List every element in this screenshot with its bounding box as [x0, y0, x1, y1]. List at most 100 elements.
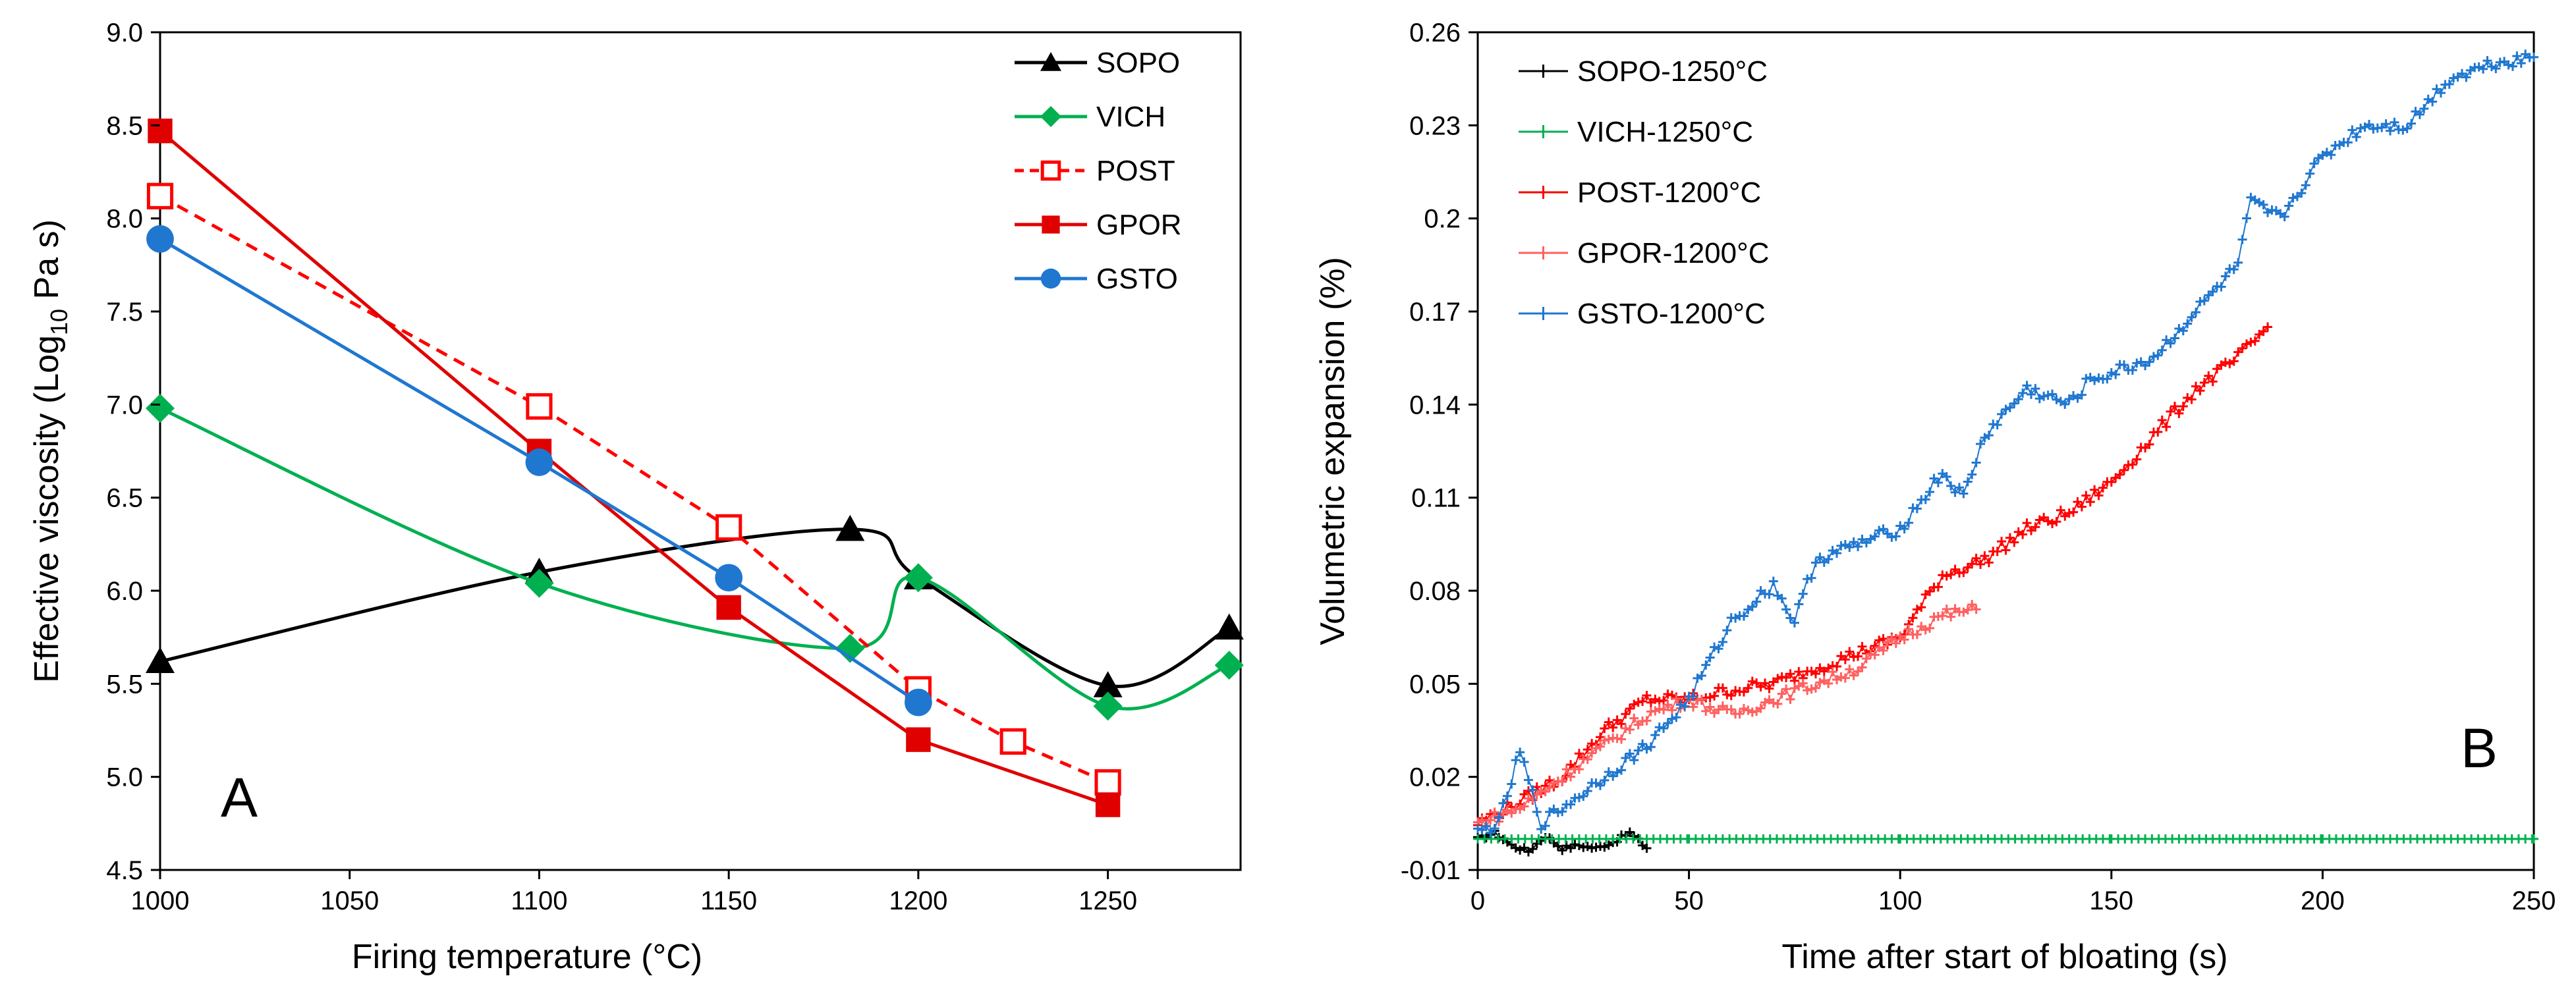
chart-panel-b: 0 50 100 150 200 250 -0.01 0.02 0.05 0.08 0.11 0.1…	[1314, 18, 2556, 976]
point-post-1200-c-55	[1705, 693, 1715, 703]
point-gpor-1200-c-28	[1591, 744, 1601, 753]
point-post-1200-c-174	[2208, 377, 2218, 387]
point-gpor-1200-c-72	[1777, 689, 1787, 699]
point-gsto-1200-c-77	[1798, 589, 1808, 599]
point-gsto-1200-c-238	[2478, 64, 2488, 74]
point-gsto-1200-c-51	[1689, 691, 1698, 701]
point-gsto-1200-c-226	[2428, 97, 2438, 107]
series-line-post	[159, 194, 1109, 784]
point-gsto-1150	[715, 564, 743, 592]
point-gpor-1200-c-87	[1840, 673, 1850, 683]
point-gsto-1200-c-31	[1604, 767, 1613, 777]
point-gsto-1200-c-197	[2305, 169, 2315, 178]
point-gpor-1200-c-34	[1617, 734, 1627, 744]
point-gpor-1200-c-20	[1557, 776, 1567, 786]
point-gsto-1200-c-6	[1498, 798, 1508, 808]
point-gsto-1200-c-166	[2174, 323, 2184, 333]
point-gpor-1200-c-40	[1642, 716, 1652, 726]
point-gsto-1200-c-134	[2039, 391, 2049, 401]
point-sopo-1250-c-13	[1528, 844, 1538, 854]
point-post-1200-c-152	[2115, 470, 2125, 479]
point-post-1200-c-165	[2170, 402, 2179, 412]
point-gsto-1200-c-215	[2381, 119, 2391, 129]
point-gsto-1200-c-143	[2077, 390, 2086, 400]
point-gsto-1200-c-151	[2111, 369, 2121, 379]
x-tick-label-150: 150	[2089, 886, 2133, 915]
plot-area-a	[159, 31, 1242, 871]
legend-marker-vich-1250-c	[1536, 125, 1550, 138]
point-gsto-1200-c-69	[1764, 589, 1774, 599]
point-gpor-1200-c-42	[1650, 706, 1660, 716]
series-line-sopo	[159, 528, 1230, 688]
series-gpor-1200-c	[1473, 599, 1981, 831]
point-gsto-1200-c-86	[1836, 541, 1846, 551]
point-gsto-1200-c-13	[1528, 785, 1538, 795]
point-gsto-1200-c-20	[1557, 807, 1567, 817]
point-post-1200-c-159	[2144, 439, 2154, 449]
point-gsto-1200-c-4	[1490, 824, 1499, 834]
point-post-1200-c-182	[2241, 339, 2251, 349]
point-gsto-1200-c-74	[1785, 613, 1795, 623]
point-gpor-1200-c-4	[1490, 807, 1499, 817]
point-gpor-1200-c-37	[1629, 713, 1639, 723]
point-post-1200-c-39	[1638, 696, 1648, 706]
point-post-1225	[999, 728, 1026, 755]
point-gsto-1200-c-25	[1579, 792, 1588, 801]
point-gsto-1200-c-40	[1642, 744, 1652, 754]
point-post-1200-c-90	[1853, 651, 1863, 661]
point-gsto-1200-c-101	[1899, 524, 1909, 534]
y-tick-labels-a: 4.5 5.0 5.5 6.0 6.5 7.0 7.5 8.0 8.5 9.0	[106, 18, 160, 885]
point-post-1200-c-120	[1980, 551, 1990, 561]
point-gsto-1200-c-76	[1794, 599, 1804, 609]
point-sopo-1250-c-26	[1582, 842, 1592, 852]
y-tick-labels-b: -0.01 0.02 0.05 0.08 0.11 0.14 0.17 0.2 0.23 0.26	[1401, 18, 1478, 885]
point-gsto-1200-c-16	[1540, 821, 1550, 830]
point-gpor-1200-c-88	[1845, 664, 1855, 674]
point-gpor-1200-c-67	[1756, 703, 1766, 713]
point-sopo-1182	[835, 514, 865, 541]
point-gpor-1200-c-81	[1815, 678, 1825, 688]
point-gsto-1200-c-156	[2132, 358, 2142, 368]
point-gsto-1200-c-56	[1710, 642, 1720, 652]
point-sopo-1250-c-9	[1511, 843, 1521, 853]
point-gpor-1200-c-44	[1659, 705, 1669, 715]
point-post-1200-c-40	[1642, 690, 1652, 700]
point-gsto-1200-c-72	[1777, 593, 1787, 603]
legend-marker-post-1200-c	[1536, 186, 1550, 199]
legend-item-gpor: GPOR	[1015, 209, 1182, 241]
point-post-1200-c-119	[1976, 559, 1986, 569]
point-post-1200-c-31	[1604, 717, 1613, 727]
x-tick-label-0: 0	[1470, 886, 1485, 915]
point-gsto-1200-c-2	[1481, 821, 1491, 831]
point-post-1200-c-187	[2263, 322, 2273, 332]
point-gsto-1200-c-12	[1523, 775, 1533, 785]
point-gsto-1200-c-117	[1967, 470, 1977, 479]
legend-item-post-1200-c: POST-1200°C	[1519, 176, 1761, 209]
point-gsto-1200-c-193	[2288, 193, 2298, 203]
point-gsto-1200-c-107	[1925, 487, 1935, 497]
point-gpor-1200-c-31	[1604, 734, 1613, 744]
point-vich-1250-c-160	[2529, 834, 2538, 844]
point-gsto-1200	[904, 688, 932, 717]
point-gsto-1200-c-153	[2119, 360, 2129, 370]
point-gsto-1200-c-123	[1992, 420, 2002, 430]
y-tick-label-6-0: 6.0	[106, 577, 143, 606]
legend-item-sopo-1250-c: SOPO-1250°C	[1519, 55, 1768, 88]
point-gsto-1200-c-150	[2106, 367, 2116, 377]
point-gsto-1200-c-35	[1621, 753, 1631, 763]
point-post-1200-c-37	[1629, 699, 1639, 709]
point-gpor-1200-c-83	[1824, 678, 1834, 688]
point-post-1200-c-74	[1785, 669, 1795, 679]
point-gsto-1200-c-174	[2208, 286, 2218, 296]
legend-item-sopo: SOPO	[1015, 47, 1180, 79]
point-gsto-1200-c-159	[2144, 357, 2154, 367]
point-gsto-1200-c-109	[1933, 477, 1943, 487]
point-gsto-1200-c-34	[1617, 765, 1627, 775]
legend-marker-gpor-1200-c	[1536, 246, 1550, 259]
point-post-1000	[146, 182, 174, 209]
point-gsto-1200-c-73	[1781, 605, 1791, 614]
point-gsto-1200-c-149	[2102, 374, 2112, 384]
point-gpor-1200-c-8	[1507, 808, 1517, 818]
point-gsto-1200-c-3	[1486, 828, 1496, 838]
point-gsto-1200-c-247	[2516, 59, 2526, 68]
